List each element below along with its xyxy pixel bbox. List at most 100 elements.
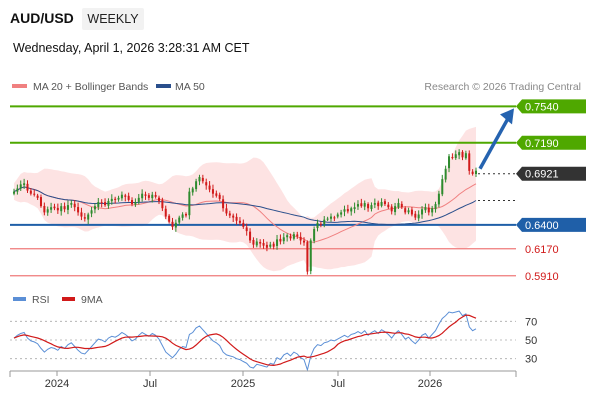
credit-label: Research © 2026 Trading Central <box>424 81 581 93</box>
candle <box>131 197 134 207</box>
candle <box>127 192 130 202</box>
candle <box>373 198 376 209</box>
candle <box>360 198 363 208</box>
candle <box>461 150 464 161</box>
candle <box>343 205 346 217</box>
candle <box>336 212 339 219</box>
candle <box>211 184 214 198</box>
candle <box>137 193 140 205</box>
rsi-legend-swatch <box>13 297 26 301</box>
candle <box>225 203 228 216</box>
candle <box>313 226 316 244</box>
candle <box>144 191 147 200</box>
time-axis-label: Jul <box>143 378 157 390</box>
candle <box>400 201 403 210</box>
candle <box>242 219 245 229</box>
candle <box>181 212 184 221</box>
candle <box>367 202 370 212</box>
candle <box>12 188 16 196</box>
candle <box>50 202 53 213</box>
level-label-pivot: 0.6400 <box>525 220 559 232</box>
candle <box>289 233 292 241</box>
candle <box>370 202 373 212</box>
candle <box>77 202 80 216</box>
candle <box>377 200 380 210</box>
candle <box>93 203 96 214</box>
candle <box>235 213 238 225</box>
candle <box>309 238 312 275</box>
ma50-legend-swatch <box>156 84 171 88</box>
candle <box>296 231 299 239</box>
candle <box>188 187 191 220</box>
candle <box>458 149 461 160</box>
candle <box>46 206 49 216</box>
candle <box>316 219 319 232</box>
candle <box>451 153 454 160</box>
symbol-title: AUD/USD <box>10 10 74 26</box>
candle <box>468 150 471 175</box>
candle <box>286 233 289 242</box>
candle <box>306 240 309 275</box>
candle <box>356 200 359 210</box>
candle <box>33 189 36 197</box>
candle <box>56 203 59 214</box>
candle <box>249 228 252 244</box>
candle <box>431 205 434 217</box>
ma20-line <box>13 183 477 243</box>
ma20-legend-label: MA 20 + Bollinger Bands <box>33 81 148 93</box>
candle <box>303 237 306 246</box>
rsi-level-label-70: 70 <box>525 316 537 328</box>
timeframe-label: WEEKLY <box>87 12 139 26</box>
ma20-legend-swatch <box>12 84 27 88</box>
candle <box>410 207 413 217</box>
candle <box>424 203 427 213</box>
time-axis-label: 2026 <box>418 378 442 390</box>
candle <box>107 198 110 209</box>
timeframe-badge[interactable] <box>82 8 144 30</box>
level-tag-pivot <box>516 217 586 232</box>
rsi-line <box>13 310 477 372</box>
candle <box>265 241 268 252</box>
candle <box>104 198 107 207</box>
candle <box>16 184 19 195</box>
candle <box>83 213 86 222</box>
candle <box>73 200 76 212</box>
candle <box>222 195 225 212</box>
candle <box>232 213 235 223</box>
candle <box>279 234 282 245</box>
candle <box>434 201 437 213</box>
rsi-ma-legend-swatch <box>62 297 75 301</box>
candle <box>448 154 451 173</box>
level-label-support-1: 0.6170 <box>525 244 559 256</box>
time-axis-labels: 2024 Jul 2025 Jul 2026 <box>45 371 442 390</box>
ma50-line <box>13 186 477 226</box>
moving-averages <box>13 183 477 243</box>
candle <box>282 233 285 245</box>
candle <box>407 207 410 215</box>
bollinger-band <box>14 126 476 272</box>
candle <box>228 210 231 219</box>
candle <box>272 241 275 250</box>
candle <box>90 207 93 218</box>
level-tag-resistance-2 <box>516 99 586 114</box>
candle <box>120 191 123 201</box>
candle <box>97 198 100 211</box>
candle <box>387 202 390 209</box>
candle <box>63 202 66 213</box>
candle <box>215 190 218 198</box>
candle <box>326 216 329 222</box>
candle <box>53 203 56 211</box>
candle <box>333 215 336 222</box>
rsi-panel: 70 50 30 <box>10 310 537 372</box>
candle <box>292 231 295 241</box>
candle <box>383 198 386 207</box>
candle <box>218 192 221 201</box>
candle <box>208 181 211 193</box>
candle <box>157 195 161 205</box>
candle <box>397 198 400 209</box>
candle <box>110 194 113 205</box>
candle <box>417 210 420 222</box>
candle <box>380 198 383 208</box>
candle <box>255 238 258 248</box>
candle <box>454 150 457 160</box>
